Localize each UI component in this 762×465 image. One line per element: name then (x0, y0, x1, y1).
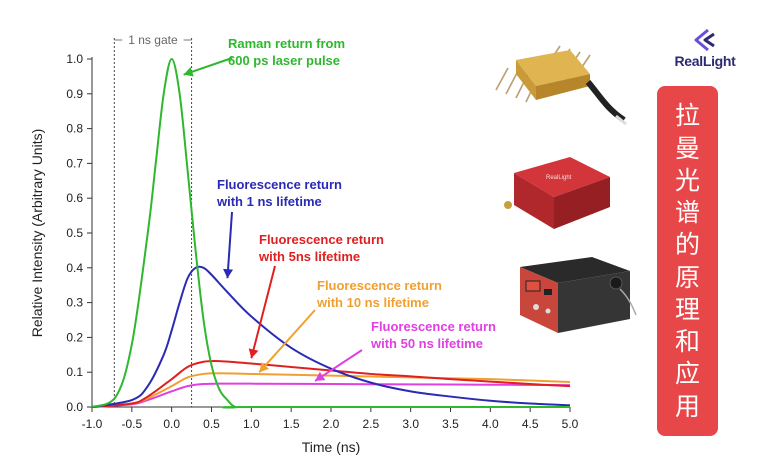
annotation-arrow (226, 211, 233, 279)
x-tick-label: 3.5 (442, 417, 459, 431)
x-tick-label: 0.5 (203, 417, 220, 431)
benchtop-laser-photo (520, 257, 637, 333)
banner-char: 原 (674, 262, 700, 292)
y-tick-label: 0.1 (66, 365, 83, 379)
series-line (91, 265, 571, 408)
annotation-arrowhead (259, 362, 270, 373)
annotation-line2: with 1 ns lifetime (216, 194, 322, 209)
annotation-arrowhead (183, 67, 194, 77)
x-tick-label: 4.5 (522, 417, 539, 431)
laser-box-photo: RealLight (504, 157, 610, 229)
x-tick-label: 2.0 (323, 417, 340, 431)
y-axis-label: Relative Intensity (Arbitrary Units) (29, 129, 45, 338)
annotation-line2: 600 ps laser pulse (228, 53, 340, 68)
butterfly-laser-module-photo (495, 45, 627, 126)
x-tick-label: 4.0 (482, 417, 499, 431)
x-tick-label: 1.5 (283, 417, 300, 431)
banner-char: 理 (674, 294, 700, 324)
y-tick-label: 0.5 (66, 226, 83, 240)
side-title-banner: 拉曼光谱的原理和应用 (657, 86, 718, 436)
annotation-arrow (250, 265, 276, 359)
banner-char: 的 (674, 230, 700, 260)
brand-logo: RealLight (660, 28, 750, 76)
y-tick-label: 0.0 (66, 400, 83, 414)
x-tick-label: 1.0 (243, 417, 260, 431)
gate-label: 1 ns gate (128, 33, 178, 47)
annotation-arrowhead (223, 268, 234, 279)
banner-char: 拉 (674, 101, 700, 131)
x-tick-label: -0.5 (121, 417, 142, 431)
reallight-logo-icon (694, 28, 715, 52)
y-tick-label: 0.2 (66, 330, 83, 344)
annotation-line1: Fluorescence return (217, 177, 342, 192)
y-tick-label: 0.6 (66, 191, 83, 205)
banner-char: 应 (674, 359, 700, 389)
y-tick-label: 0.8 (66, 122, 83, 136)
y-tick-label: 0.4 (66, 261, 83, 275)
annotation-line2: with 5ns lifetime (258, 249, 360, 264)
brand-name: RealLight (674, 53, 736, 69)
y-tick-label: 1.0 (66, 52, 83, 66)
series-line (91, 57, 570, 409)
annotation-line1: Fluorescence return (317, 278, 442, 293)
annotation-line2: with 50 ns lifetime (370, 336, 483, 351)
x-tick-label: 2.5 (362, 417, 379, 431)
x-tick-label: 3.0 (402, 417, 419, 431)
annotation-arrowhead (315, 371, 326, 381)
banner-char: 和 (674, 327, 700, 357)
banner-char: 用 (674, 391, 700, 421)
y-tick-label: 0.7 (66, 156, 83, 170)
x-tick-label: 5.0 (562, 417, 579, 431)
y-tick-label: 0.9 (66, 87, 83, 101)
x-tick-label: 0.0 (163, 417, 180, 431)
annotation-arrow (314, 349, 363, 382)
banner-char: 光 (674, 165, 700, 195)
series-line (91, 382, 571, 408)
svg-text:RealLight: RealLight (546, 175, 572, 181)
series-line (91, 359, 571, 408)
y-tick-label: 0.3 (66, 296, 83, 310)
annotation-arrow (258, 309, 316, 373)
annotation-arrowhead (248, 348, 259, 359)
banner-char: 曼 (674, 133, 700, 163)
banner-char: 谱 (674, 198, 700, 228)
annotation-line1: Fluorescence return (259, 232, 384, 247)
annotation-line2: with 10 ns lifetime (316, 295, 429, 310)
x-axis-label: Time (ns) (302, 439, 361, 455)
x-tick-label: -1.0 (82, 417, 103, 431)
annotation-line1: Raman return from (228, 36, 345, 51)
annotation-line1: Fluorescence return (371, 319, 496, 334)
